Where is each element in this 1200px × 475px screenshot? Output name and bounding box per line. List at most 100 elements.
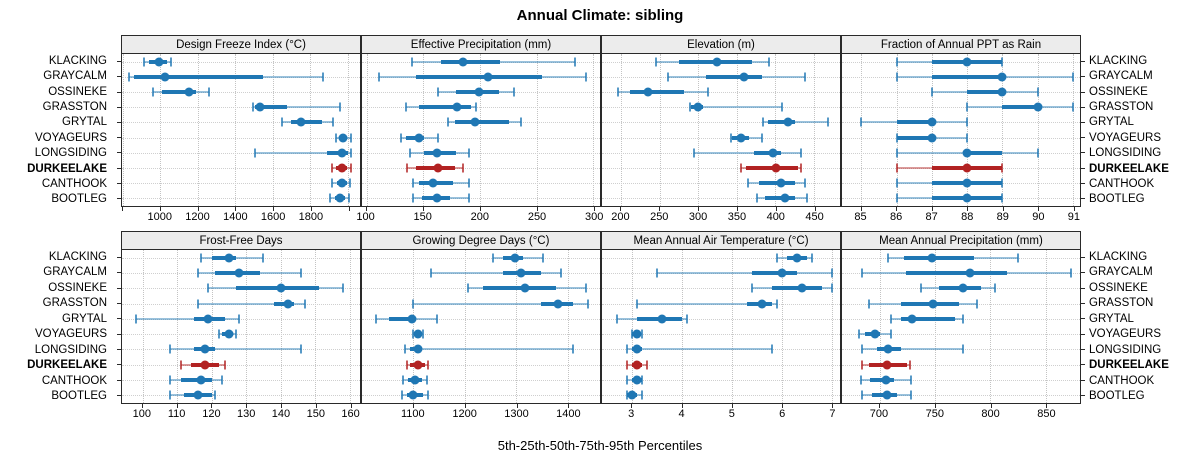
grid-hline xyxy=(362,334,600,336)
median-dot xyxy=(777,268,787,278)
row-tick xyxy=(117,152,121,154)
median-dot xyxy=(338,133,348,143)
panel-axis: 100 110 120 130 140 150 160 xyxy=(121,404,361,422)
whisker-cap xyxy=(331,117,334,127)
median-dot xyxy=(410,375,420,385)
median-dot xyxy=(154,57,164,67)
whisker-cap xyxy=(375,314,378,324)
whisker-cap xyxy=(406,163,409,173)
grid-hline xyxy=(122,364,360,366)
grid-vline xyxy=(122,54,124,206)
median-dot xyxy=(783,117,793,127)
axis-tick xyxy=(568,404,570,408)
whisker-cap xyxy=(640,375,643,385)
whisker-cap xyxy=(654,57,657,67)
axis-tick xyxy=(310,207,312,211)
median-dot xyxy=(483,72,493,82)
axis-tick-label: 5 xyxy=(728,408,735,420)
median-dot xyxy=(881,375,891,385)
whisker-cap xyxy=(1001,163,1004,173)
axis-tick-label: 700 xyxy=(869,408,889,420)
whisker-cap xyxy=(889,314,892,324)
axis-tick-label: 89 xyxy=(996,211,1009,223)
grid-hline xyxy=(602,152,840,154)
grid-hline xyxy=(122,152,360,154)
row-tick xyxy=(117,394,121,396)
row-tick xyxy=(117,257,121,259)
site-label: KLACKING xyxy=(1089,250,1148,263)
row-tick xyxy=(1081,348,1085,350)
median-dot xyxy=(337,178,347,188)
median-dot xyxy=(927,133,937,143)
site-label: GRYTAL xyxy=(1089,116,1134,129)
axis-tick xyxy=(537,207,538,211)
whisker-cap xyxy=(761,133,764,143)
axis-tick-label: 87 xyxy=(925,211,938,223)
site-labels-left: KLACKING GRAYCALM OSSINEKE GRASSTON GRYTAL VO… xyxy=(2,249,114,404)
row-tick xyxy=(117,272,121,274)
whisker-cap xyxy=(412,299,415,309)
iqr-box-25-75 xyxy=(931,74,1003,79)
whisker-cap xyxy=(860,344,863,354)
iqr-box-25-75 xyxy=(454,120,510,125)
axis-tick-label: 100 xyxy=(356,211,375,223)
climate-panel: Effective Precipitation (mm) 100 150 200 250… xyxy=(356,35,604,225)
axis-tick-label: 86 xyxy=(889,211,903,223)
axis-tick-label: 350 xyxy=(727,211,747,223)
median-dot xyxy=(283,299,293,309)
grid-vline xyxy=(593,54,595,206)
grid-hline xyxy=(602,380,840,382)
median-dot xyxy=(184,87,194,97)
row-tick xyxy=(117,61,121,63)
whisker-cap xyxy=(329,193,332,203)
median-dot xyxy=(927,117,937,127)
axis-tick xyxy=(681,404,683,408)
whisker-range-5-95 xyxy=(431,271,562,274)
axis-tick xyxy=(412,404,414,408)
row-tick xyxy=(117,333,121,335)
site-label: DURKEELAKE xyxy=(27,359,107,372)
whisker-cap xyxy=(541,253,544,263)
whisker-cap xyxy=(349,133,352,143)
median-dot xyxy=(296,117,306,127)
whisker-cap xyxy=(688,102,691,112)
grid-vline xyxy=(1045,250,1047,403)
median-dot xyxy=(962,178,972,188)
whisker-cap xyxy=(692,148,695,158)
grid-hline xyxy=(362,198,600,200)
panel-strip: Mean Annual Air Temperature (°C) xyxy=(601,231,841,250)
site-label: GRAYCALM xyxy=(1089,266,1153,279)
climate-panel: Frost-Free Days 100 110 120 130 140 150 160 xyxy=(117,231,361,422)
median-dot xyxy=(965,268,975,278)
whisker-cap xyxy=(334,133,337,143)
grid-hline xyxy=(842,334,1080,336)
grid-vline xyxy=(861,54,863,206)
grid-vline xyxy=(659,54,661,206)
whisker-cap xyxy=(617,87,620,97)
grid-hline xyxy=(122,380,360,382)
whisker-cap xyxy=(895,148,898,158)
axis-tick xyxy=(1046,404,1048,408)
climate-panel: Growing Degree Days (°C) 1100 1200 1300 1400 xyxy=(361,231,601,422)
axis-tick-label: 1400 xyxy=(556,408,581,420)
grid-hline xyxy=(362,272,600,274)
whisker-cap xyxy=(281,117,284,127)
whisker-cap xyxy=(729,133,732,143)
whisker-cap xyxy=(196,268,199,278)
grid-hline xyxy=(602,364,840,366)
iqr-box-25-75 xyxy=(753,150,781,155)
median-dot xyxy=(470,117,480,127)
row-tick xyxy=(1081,91,1085,93)
row-tick xyxy=(117,364,121,366)
whisker-cap xyxy=(1001,178,1004,188)
whisker-cap xyxy=(410,57,413,67)
median-dot xyxy=(792,253,802,263)
whisker-cap xyxy=(461,163,464,173)
axis-tick-label: 160 xyxy=(341,408,360,420)
site-label: GRASSTON xyxy=(1089,297,1154,310)
whisker-range-5-95 xyxy=(656,271,832,274)
axis-tick-label: 300 xyxy=(584,211,604,223)
median-dot xyxy=(693,102,702,112)
whisker-cap xyxy=(234,329,237,339)
panel-plot xyxy=(601,249,841,404)
